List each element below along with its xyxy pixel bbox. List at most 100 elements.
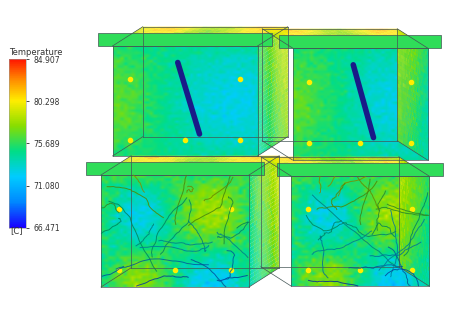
Polygon shape	[404, 194, 405, 199]
Polygon shape	[417, 244, 418, 248]
Polygon shape	[265, 71, 266, 76]
Polygon shape	[219, 31, 226, 32]
Polygon shape	[408, 227, 409, 232]
Polygon shape	[325, 30, 331, 31]
Polygon shape	[407, 192, 408, 197]
Polygon shape	[405, 248, 406, 252]
Polygon shape	[150, 37, 156, 38]
Polygon shape	[420, 144, 421, 148]
Polygon shape	[414, 216, 415, 220]
Polygon shape	[139, 173, 145, 174]
Polygon shape	[415, 167, 417, 172]
Polygon shape	[424, 230, 425, 234]
Polygon shape	[417, 195, 418, 199]
Polygon shape	[409, 182, 410, 187]
Polygon shape	[399, 175, 405, 176]
Polygon shape	[186, 172, 192, 173]
Polygon shape	[266, 139, 267, 143]
Polygon shape	[402, 265, 403, 269]
Polygon shape	[263, 137, 264, 141]
Polygon shape	[258, 276, 259, 281]
Polygon shape	[403, 67, 404, 72]
Polygon shape	[403, 162, 408, 163]
Polygon shape	[267, 58, 268, 63]
Polygon shape	[361, 172, 367, 173]
Polygon shape	[423, 99, 424, 104]
Polygon shape	[232, 162, 238, 163]
Polygon shape	[262, 220, 263, 225]
Polygon shape	[411, 45, 412, 50]
Polygon shape	[415, 117, 416, 122]
Polygon shape	[143, 167, 149, 168]
Polygon shape	[351, 44, 357, 45]
Polygon shape	[275, 192, 276, 197]
Polygon shape	[258, 176, 259, 181]
Polygon shape	[269, 99, 270, 103]
Polygon shape	[427, 101, 428, 106]
Polygon shape	[399, 166, 405, 167]
Polygon shape	[367, 30, 372, 31]
Polygon shape	[253, 218, 254, 223]
Polygon shape	[392, 37, 398, 38]
Polygon shape	[409, 186, 410, 191]
Polygon shape	[415, 201, 417, 206]
Polygon shape	[143, 42, 149, 43]
Polygon shape	[411, 76, 412, 81]
Polygon shape	[276, 27, 282, 28]
Polygon shape	[283, 33, 289, 34]
Polygon shape	[419, 78, 420, 82]
Polygon shape	[273, 100, 274, 104]
Polygon shape	[242, 162, 248, 163]
Polygon shape	[134, 166, 140, 167]
Polygon shape	[280, 31, 281, 35]
Polygon shape	[261, 214, 262, 218]
Polygon shape	[278, 30, 284, 31]
Polygon shape	[255, 213, 256, 217]
Polygon shape	[405, 111, 407, 116]
Polygon shape	[266, 179, 267, 184]
Polygon shape	[144, 41, 150, 42]
Polygon shape	[269, 247, 270, 251]
Polygon shape	[254, 41, 260, 42]
Polygon shape	[227, 162, 233, 163]
Polygon shape	[427, 194, 428, 198]
Polygon shape	[276, 136, 277, 140]
Polygon shape	[253, 268, 254, 273]
Polygon shape	[274, 159, 280, 160]
Polygon shape	[271, 203, 272, 207]
Polygon shape	[161, 43, 166, 44]
Polygon shape	[398, 159, 404, 160]
Polygon shape	[281, 35, 287, 36]
Polygon shape	[226, 40, 232, 41]
Polygon shape	[375, 32, 380, 33]
Polygon shape	[269, 118, 270, 122]
Polygon shape	[284, 67, 285, 71]
Polygon shape	[368, 158, 373, 159]
Polygon shape	[245, 27, 252, 28]
Polygon shape	[354, 40, 360, 41]
Polygon shape	[301, 167, 307, 168]
Polygon shape	[216, 43, 222, 44]
Polygon shape	[405, 210, 406, 215]
Polygon shape	[207, 168, 213, 169]
Polygon shape	[407, 135, 408, 140]
Polygon shape	[270, 136, 271, 141]
Polygon shape	[315, 158, 321, 159]
Polygon shape	[259, 218, 261, 222]
Polygon shape	[412, 168, 418, 169]
Polygon shape	[256, 270, 257, 274]
Polygon shape	[424, 69, 425, 74]
Polygon shape	[275, 250, 276, 255]
Polygon shape	[404, 103, 405, 108]
Polygon shape	[272, 29, 278, 30]
Polygon shape	[356, 166, 362, 167]
Polygon shape	[402, 51, 403, 55]
Polygon shape	[383, 46, 388, 47]
Polygon shape	[269, 110, 270, 114]
Polygon shape	[286, 126, 287, 130]
Polygon shape	[396, 173, 402, 174]
Polygon shape	[412, 139, 413, 143]
Polygon shape	[262, 209, 263, 214]
Polygon shape	[270, 176, 271, 181]
Polygon shape	[280, 37, 286, 38]
